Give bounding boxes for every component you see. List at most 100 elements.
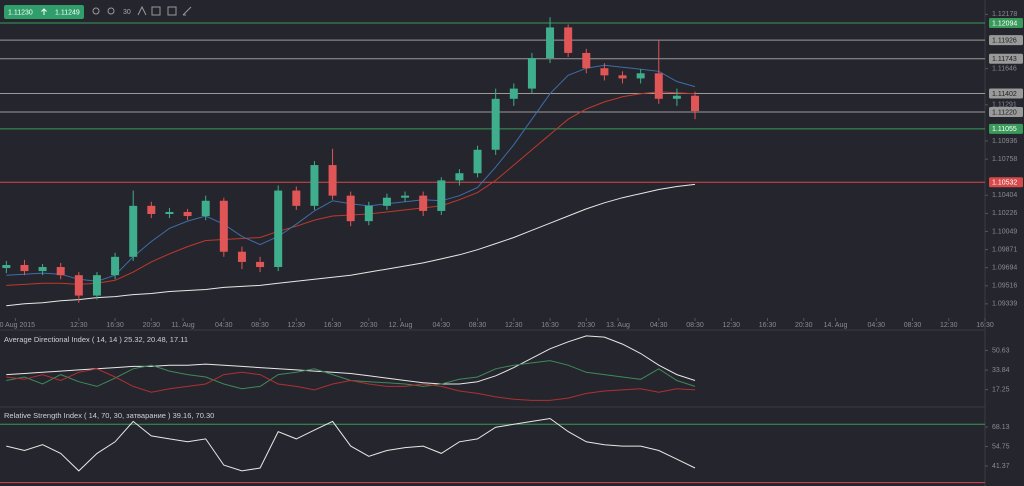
candle-body — [183, 211, 192, 217]
x-tick-label: 16:30 — [541, 322, 559, 329]
indicator-title: Average Directional Index ( 14, 14 ) 25.… — [4, 335, 188, 344]
candle-body — [600, 68, 609, 76]
x-tick-label: 16:30 — [759, 322, 777, 329]
x-tick-label: 12:30 — [940, 322, 958, 329]
template-icon[interactable] — [167, 6, 177, 16]
level-label-box — [989, 17, 1023, 28]
level-label-box — [989, 88, 1023, 99]
zoom-out-icon[interactable] — [107, 7, 115, 15]
level-label: 1.12094 — [992, 20, 1017, 27]
toolbar: 1.11230 1.11249 30 — [4, 5, 192, 19]
x-tick-label: 13. Aug — [606, 322, 630, 329]
candle-body — [328, 165, 337, 196]
x-tick-label: 10 Aug 2015 — [0, 322, 35, 329]
y-tick-label: 1.10404 — [992, 192, 1017, 199]
x-tick-label: 16:30 — [106, 322, 124, 329]
y-tick-label: 1.09694 — [992, 264, 1017, 271]
x-tick-label: 12:30 — [505, 322, 523, 329]
x-tick-label: 20:30 — [143, 322, 161, 329]
candle-body — [310, 165, 319, 206]
x-tick-label: 04:30 — [433, 322, 451, 329]
candle-body — [201, 200, 210, 217]
candle-body — [582, 52, 591, 69]
x-tick-label: 20:30 — [360, 322, 378, 329]
level-label-box — [989, 53, 1023, 64]
y-tick-label: 68.13 — [992, 424, 1010, 431]
ask-price: 1.11249 — [55, 9, 80, 16]
x-tick-label: 14. Aug — [824, 322, 848, 329]
up-arrow-icon — [41, 8, 47, 15]
y-tick-label: 1.09871 — [992, 246, 1017, 253]
x-tick-label: 04:30 — [650, 322, 668, 329]
y-tick-label: 1.12178 — [992, 11, 1017, 18]
candle-body — [546, 27, 555, 59]
candle-body — [491, 98, 500, 150]
interval[interactable]: 30 — [123, 9, 131, 16]
candle-body — [564, 27, 573, 53]
candle-body — [74, 275, 83, 296]
candle-body — [455, 173, 464, 181]
y-tick-label: 1.09516 — [992, 283, 1017, 290]
x-tick-label: 08:30 — [469, 322, 487, 329]
x-tick-label: 08:30 — [686, 322, 704, 329]
candle-body — [92, 275, 101, 296]
y-tick-label: 17.25 — [992, 386, 1010, 393]
line-series — [6, 335, 696, 385]
candle-body — [237, 251, 246, 262]
line-series — [6, 417, 696, 472]
y-tick-label: 41.37 — [992, 463, 1010, 470]
x-tick-label: 12:30 — [288, 322, 306, 329]
candle-body — [382, 197, 391, 206]
x-tick-label: 12. Aug — [389, 322, 413, 329]
chart-type-icon[interactable] — [137, 5, 147, 16]
zoom-in-icon[interactable] — [92, 7, 100, 15]
candle-body — [111, 256, 120, 276]
candle-body — [654, 73, 663, 99]
x-tick-label: 08:30 — [251, 322, 269, 329]
level-label: 1.11926 — [992, 37, 1017, 44]
candle-body — [527, 58, 536, 89]
x-tick-label: 04:30 — [867, 322, 885, 329]
candle-body — [473, 149, 482, 174]
y-tick-label: 1.10936 — [992, 138, 1017, 145]
candle-body — [56, 267, 65, 276]
draw-icon[interactable] — [182, 6, 192, 16]
candle-body — [274, 190, 283, 268]
level-label: 1.10532 — [992, 180, 1017, 187]
y-tick-label: 50.63 — [992, 347, 1010, 354]
y-tick-label: 1.11291 — [992, 102, 1017, 109]
line-series — [6, 368, 696, 401]
x-tick-label: 12:30 — [70, 322, 88, 329]
x-tick-label: 08:30 — [904, 322, 922, 329]
candle-body — [219, 200, 228, 252]
y-tick-label: 1.10758 — [992, 156, 1017, 163]
candle-body — [346, 195, 355, 222]
indicator-title: Relative Strength Index ( 14, 70, 30, за… — [4, 411, 214, 420]
candle-body — [2, 264, 11, 269]
candle-body — [129, 205, 138, 257]
level-label: 1.11220 — [992, 109, 1017, 116]
level-label-box — [989, 177, 1023, 188]
level-label: 1.11402 — [992, 91, 1017, 98]
candle-body — [618, 75, 627, 79]
candle-body — [437, 180, 446, 211]
y-tick-label: 1.10049 — [992, 228, 1017, 235]
candle-body — [20, 264, 29, 272]
candle-body — [364, 205, 373, 222]
indicator-icon[interactable] — [151, 6, 161, 16]
x-tick-label: 11. Aug — [171, 322, 194, 329]
candle-body — [147, 205, 156, 215]
candle-body — [636, 73, 645, 79]
candle-body — [165, 211, 174, 215]
candle-body — [672, 95, 681, 99]
candle-body — [691, 95, 700, 112]
candle-body — [256, 261, 265, 268]
y-tick-label: 1.10226 — [992, 210, 1017, 217]
x-tick-label: 20:30 — [795, 322, 813, 329]
x-tick-label: 04:30 — [215, 322, 233, 329]
candle-body — [419, 195, 428, 211]
bid-price: 1.11230 — [8, 9, 33, 16]
y-tick-label: 1.09339 — [992, 301, 1017, 308]
